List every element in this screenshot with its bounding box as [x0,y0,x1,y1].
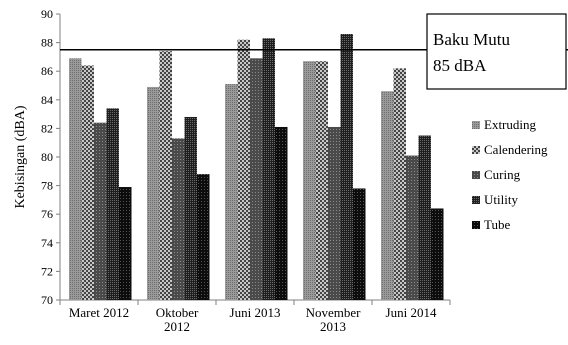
y-tick-label: 80 [41,150,53,164]
legend: Extruding Calendering Curing Utility Tube [472,117,548,232]
bar-tube [275,126,288,300]
y-tick-label: 82 [41,121,53,135]
legend-swatch-extruding [472,121,480,129]
bar-extruding [147,86,160,301]
reference-label: Baku Mutu 85 dBA [433,30,510,75]
x-tick-label: Juni 2013 [230,305,281,320]
legend-label-curing: Curing [484,167,521,182]
bar-curing [172,138,185,300]
bar-utility [418,135,431,300]
reference-line-group: Baku Mutu 85 dBA [60,13,568,90]
bar-curing [328,126,341,300]
legend-label-calendering: Calendering [484,142,548,157]
y-tick-label: 84 [41,93,53,107]
bar-tube [119,187,132,300]
legend-swatch-curing [472,171,480,179]
bar-extruding [225,84,238,300]
x-tick-label: Oktober 2012 [156,305,199,334]
x-tick-label: Maret 2012 [69,305,129,320]
bar-utility [262,38,275,301]
y-axis-label: Kebisingan (dBA) [13,105,28,208]
legend-label-tube: Tube [484,217,510,232]
y-axis-ticks: 70 72 74 76 78 80 82 84 86 88 90 [41,7,60,307]
x-tick-label: Juni 2014 [386,305,437,320]
legend-swatch-utility [472,196,480,204]
bar-utility [184,116,197,301]
bar-extruding [381,91,394,300]
reference-label-box [426,13,567,90]
y-tick-label: 76 [41,207,53,221]
bar-curing [94,122,107,301]
bar-calendering [237,39,250,301]
x-axis-ticks: Maret 2012 Oktober 2012 Juni 2013 November 20… [59,300,451,334]
legend-label-utility: Utility [484,192,518,207]
y-tick-label: 78 [41,179,53,193]
legend-label-extruding: Extruding [484,117,536,132]
bar-utility [340,34,353,301]
bar-tube [197,174,210,300]
bar-extruding [303,61,316,300]
bar-calendering [81,65,94,300]
bar-curing [406,155,419,300]
y-tick-label: 88 [41,36,53,50]
bar-curing [250,58,263,300]
bar-utility [106,108,119,300]
bar-calendering [159,51,172,301]
bar-extruding [69,58,82,300]
legend-swatch-calendering [472,146,480,154]
bar-tube [431,208,444,300]
bar-calendering [393,68,406,300]
bar-calendering [315,61,328,300]
y-tick-label: 70 [41,293,53,307]
y-tick-label: 86 [41,64,53,78]
bar-tube [353,188,366,300]
legend-swatch-tube [472,221,480,229]
y-tick-label: 74 [41,236,53,250]
x-tick-label: November 2013 [306,305,362,334]
bars [69,34,444,301]
y-tick-label: 72 [41,264,53,278]
y-tick-label: 90 [41,7,53,21]
